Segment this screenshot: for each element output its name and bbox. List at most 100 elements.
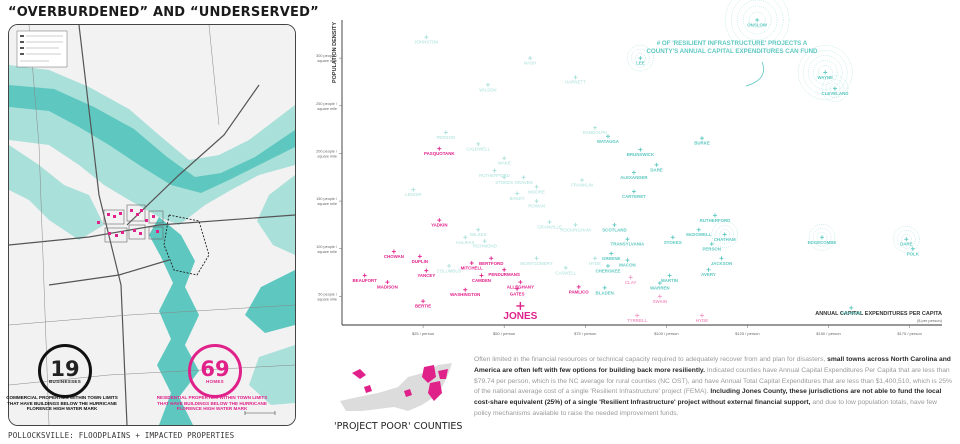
data-label: POLK: [907, 251, 920, 256]
data-label: CLAY: [625, 280, 637, 285]
data-label: BEAUFORT: [352, 278, 377, 283]
data-label: LENOIR: [405, 192, 421, 197]
project-ring: [818, 65, 833, 80]
data-label: RUTHERFORD: [700, 218, 731, 223]
y-tick-label: square mile: [317, 202, 337, 206]
businesses-stat: 19 BUSINESSES: [38, 344, 92, 398]
businesses-description: COMMERCIAL PROPERTIES WITHIN TOWN LIMITS…: [6, 395, 118, 412]
x-axis-label: ANNUAL CAPITAL EXPENDITURES PER CAPITA: [815, 311, 942, 317]
data-label: ROCKINGHAM: [560, 227, 591, 232]
project-ring: [711, 221, 738, 248]
x-tick-label: $175 / person: [897, 331, 921, 336]
data-label: RUTHERFORD: [479, 173, 510, 178]
county-shape: [404, 389, 412, 397]
y-tick-label: 200 people /: [316, 149, 338, 153]
data-label: WATAUGA: [597, 139, 620, 144]
data-label: TRANSYLVANIA: [611, 242, 646, 247]
data-label: MITCHELL: [461, 266, 484, 271]
homes-description: RESIDENTIAL PROPERTIES WITHIN TOWN LIMIT…: [156, 395, 268, 412]
data-label: HALIFAX: [456, 240, 474, 245]
project-ring: [631, 48, 650, 68]
project-ring: [821, 75, 849, 102]
data-label: CASWELL: [555, 270, 577, 275]
data-label: AVERY: [701, 272, 716, 277]
data-label: YADKIN: [431, 223, 447, 228]
x-tick-label: $150 / person: [816, 331, 840, 336]
data-label: GRAVEN: [515, 180, 533, 185]
project-ring: [808, 224, 836, 251]
data-label: HYDE: [696, 318, 708, 323]
data-label: MARTIN: [661, 278, 678, 283]
data-label: ALEXANDER: [620, 175, 648, 180]
data-label: PENDURMANS: [488, 272, 520, 277]
project-ring: [893, 226, 920, 253]
data-label: GREENE: [602, 256, 621, 261]
y-tick-label: square mile: [317, 59, 337, 63]
annotation-arrow: [745, 61, 764, 87]
data-label: ROWAN: [528, 204, 545, 209]
project-ring: [803, 50, 848, 95]
data-label: GRAHAM: [841, 310, 861, 315]
y-tick-label: 300 people /: [316, 54, 338, 58]
data-label: McDOWELL: [686, 232, 711, 237]
data-label: MADISON: [377, 285, 398, 290]
project-ring: [724, 0, 790, 53]
data-label: JONES: [503, 311, 537, 322]
y-tick-label: square mile: [317, 250, 337, 254]
y-tick-label: square mile: [317, 154, 337, 158]
data-label: DUPLIN: [412, 259, 428, 264]
project-ring: [813, 60, 838, 85]
project-poor-label: 'PROJECT POOR' COUNTIES: [334, 421, 463, 432]
project-ring: [825, 79, 845, 98]
homes-count: 69: [200, 356, 230, 381]
project-ring: [798, 45, 853, 100]
data-label: PAMLICO: [569, 289, 590, 294]
data-label: JACKSON: [711, 261, 732, 266]
y-tick-label: square mile: [317, 297, 337, 301]
data-label: RANDOLPH: [583, 130, 607, 135]
project-ring: [635, 52, 646, 64]
para-bold-1: small towns across North Carolina and Am…: [474, 356, 951, 374]
x-tick-label: $125 / person: [735, 331, 759, 336]
data-label: COLUMBUS: [437, 268, 462, 273]
y-tick-label: 150 people /: [316, 197, 338, 201]
data-label: BERTIE: [415, 304, 431, 309]
businesses-unit: BUSINESSES: [48, 378, 81, 384]
y-tick-label: square mile: [317, 107, 337, 111]
data-label: YANCEY: [417, 273, 435, 278]
chart-annotation: # OF 'RESILIENT INFRASTRUCTURE' PROJECTS…: [646, 40, 818, 55]
data-label: HYDE: [589, 261, 601, 266]
data-label: RICHMOND: [473, 244, 497, 249]
data-label: BURKE: [694, 141, 710, 146]
project-ring: [715, 225, 734, 244]
data-label: MOORE: [528, 189, 545, 194]
businesses-count: 19: [50, 356, 80, 381]
x-tick-label: $100 / person: [654, 331, 678, 336]
homes-stat: 69 HOMES: [188, 344, 242, 398]
data-label: WILSON: [479, 87, 496, 92]
data-label: DARE: [900, 242, 913, 247]
y-tick-label: 50 people /: [318, 292, 338, 296]
data-label: STOKES: [664, 240, 682, 245]
county-shape: [364, 385, 372, 393]
data-label: ALLEGHANY: [507, 285, 534, 290]
county-shape: [352, 369, 366, 379]
description-paragraph: Often limited in the financial resources…: [474, 355, 954, 420]
project-ring: [812, 228, 832, 247]
data-label: EDGECOMBE: [808, 240, 837, 245]
data-label: GATES: [510, 291, 525, 296]
data-label: WAKE: [498, 161, 511, 166]
project-ring: [730, 0, 784, 47]
project-ring: [627, 44, 654, 72]
data-label: MONTGOMERY: [520, 261, 552, 266]
data-label: CALDWELL: [466, 146, 490, 151]
project-ring: [901, 234, 912, 245]
x-tick-label: $50 / person: [493, 331, 515, 336]
page-title: “OVERBURDENED” AND “UNDERSERVED”: [8, 5, 319, 20]
data-label: PERSON: [437, 135, 456, 140]
data-label: BERTFORD: [479, 261, 503, 266]
y-tick-label: 250 people /: [316, 102, 338, 106]
data-label: SWAIN: [653, 299, 667, 304]
nc-counties-map: [340, 363, 452, 411]
project-ring: [736, 0, 778, 41]
